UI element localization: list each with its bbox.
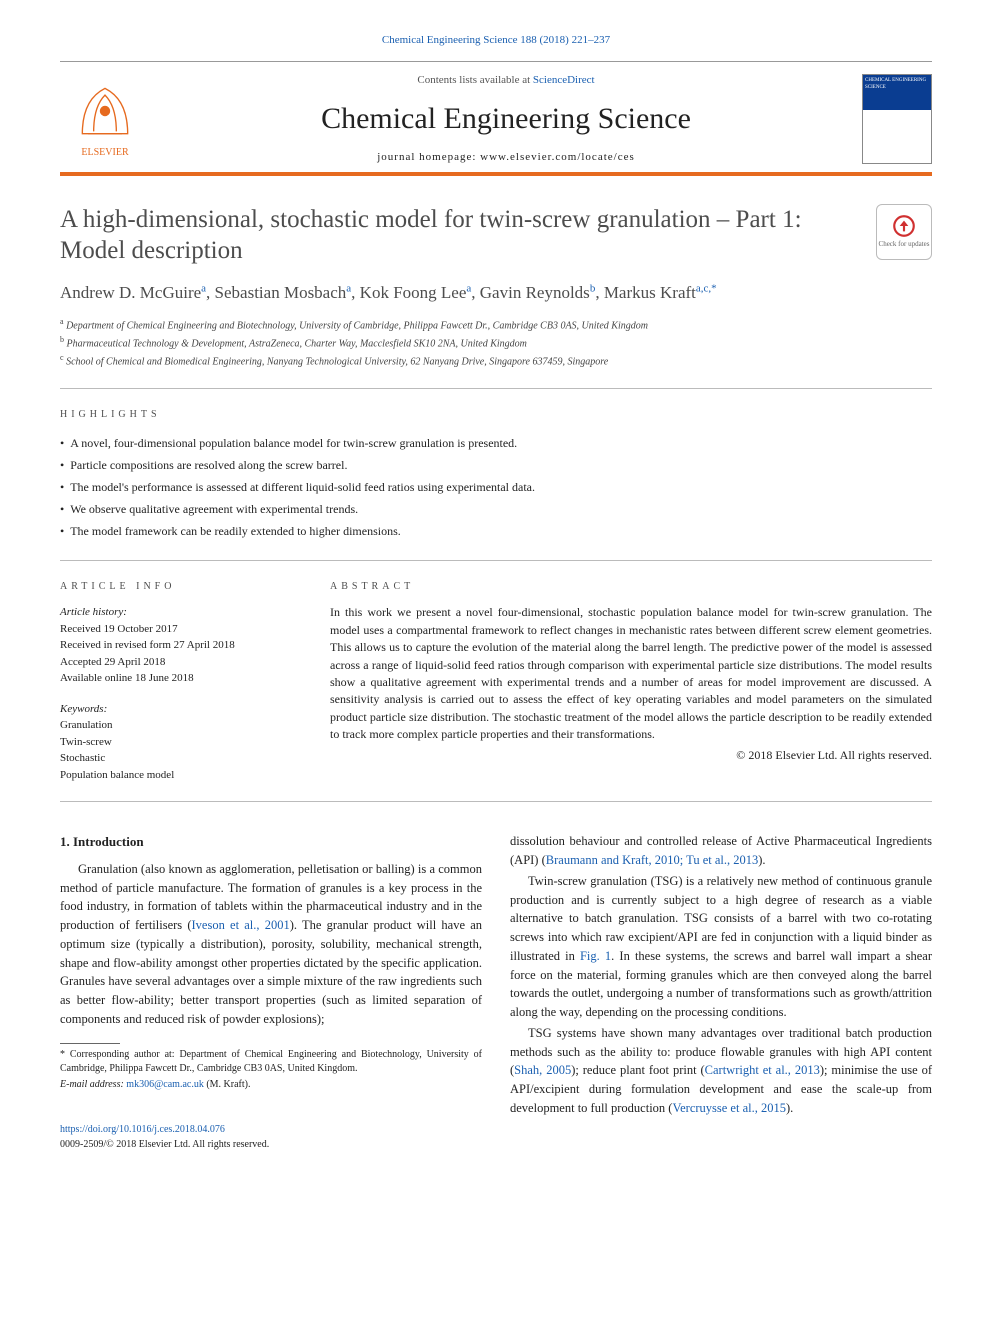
citation-link[interactable]: Vercruysse et al., 2015	[672, 1101, 786, 1115]
article-info-label: ARTICLE INFO	[60, 579, 300, 594]
email-footnote: E-mail address: mk306@cam.ac.uk (M. Kraf…	[60, 1078, 482, 1092]
journal-cover-thumbnail: CHEMICAL ENGINEERING SCIENCE	[862, 74, 932, 164]
abstract-text: In this work we present a novel four-dim…	[330, 604, 932, 743]
email-link[interactable]: mk306@cam.ac.uk	[126, 1079, 204, 1090]
history-label: Article history:	[60, 604, 300, 621]
journal-header: ELSEVIER Contents lists available at Sci…	[60, 61, 932, 166]
abstract-block: ABSTRACT In this work we present a novel…	[330, 579, 932, 783]
divider	[60, 560, 932, 561]
citation-link[interactable]: Cartwright et al., 2013	[705, 1063, 820, 1077]
author: Sebastian Mosbacha	[215, 283, 352, 302]
highlight-item: Particle compositions are resolved along…	[60, 454, 932, 476]
abstract-label: ABSTRACT	[330, 579, 932, 594]
author: Kok Foong Leea	[360, 283, 472, 302]
history-line: Accepted 29 April 2018	[60, 654, 300, 671]
highlight-item: The model framework can be readily exten…	[60, 520, 932, 542]
contents-line: Contents lists available at ScienceDirec…	[150, 72, 862, 89]
history-line: Available online 18 June 2018	[60, 670, 300, 687]
affiliation: c School of Chemical and Biomedical Engi…	[60, 352, 932, 370]
keyword: Twin-screw	[60, 734, 300, 751]
history-line: Received 19 October 2017	[60, 621, 300, 638]
check-updates-icon	[891, 213, 917, 239]
author: Andrew D. McGuirea	[60, 283, 206, 302]
homepage-url[interactable]: www.elsevier.com/locate/ces	[480, 151, 635, 163]
doi-link[interactable]: https://doi.org/10.1016/j.ces.2018.04.07…	[60, 1122, 482, 1137]
highlight-item: We observe qualitative agreement with ex…	[60, 498, 932, 520]
body-columns: 1. Introduction Granulation (also known …	[60, 832, 932, 1151]
author: Gavin Reynoldsb	[480, 283, 596, 302]
highlights-section: HIGHLIGHTS A novel, four-dimensional pop…	[60, 407, 932, 542]
intro-heading: 1. Introduction	[60, 832, 482, 852]
divider	[60, 801, 932, 802]
body-paragraph: TSG systems have shown many advantages o…	[510, 1024, 932, 1118]
authors-line: Andrew D. McGuirea, Sebastian Mosbacha, …	[60, 280, 932, 306]
orange-divider	[60, 172, 932, 176]
keyword: Stochastic	[60, 750, 300, 767]
keyword: Population balance model	[60, 767, 300, 784]
keyword: Granulation	[60, 717, 300, 734]
author: Markus Krafta,c,*	[604, 283, 717, 302]
highlight-item: A novel, four-dimensional population bal…	[60, 432, 932, 454]
citation-link[interactable]: Shah, 2005	[514, 1063, 571, 1077]
publisher-name: ELSEVIER	[81, 145, 128, 160]
body-paragraph: dissolution behaviour and controlled rel…	[510, 832, 932, 870]
keywords-label: Keywords:	[60, 701, 300, 718]
journal-homepage: journal homepage: www.elsevier.com/locat…	[150, 149, 862, 166]
abstract-copyright: © 2018 Elsevier Ltd. All rights reserved…	[330, 746, 932, 764]
journal-name: Chemical Engineering Science	[150, 96, 862, 141]
affiliations: a Department of Chemical Engineering and…	[60, 316, 932, 371]
article-info-block: ARTICLE INFO Article history: Received 1…	[60, 579, 300, 783]
history-line: Received in revised form 27 April 2018	[60, 637, 300, 654]
citation-link[interactable]: Iveson et al., 2001	[192, 918, 290, 932]
body-paragraph: Granulation (also known as agglomeration…	[60, 860, 482, 1029]
highlights-label: HIGHLIGHTS	[60, 407, 932, 422]
body-paragraph: Twin-screw granulation (TSG) is a relati…	[510, 872, 932, 1022]
footnote-divider	[60, 1043, 120, 1044]
highlight-item: The model's performance is assessed at d…	[60, 476, 932, 498]
issn-copyright: 0009-2509/© 2018 Elsevier Ltd. All right…	[60, 1137, 482, 1152]
divider	[60, 388, 932, 389]
check-updates-badge[interactable]: Check for updates	[876, 204, 932, 260]
corresponding-footnote: * Corresponding author at: Department of…	[60, 1048, 482, 1076]
elsevier-logo: ELSEVIER	[60, 74, 150, 164]
top-citation: Chemical Engineering Science 188 (2018) …	[60, 32, 932, 49]
affiliation: b Pharmaceutical Technology & Developmen…	[60, 334, 932, 352]
sciencedirect-link[interactable]: ScienceDirect	[533, 74, 595, 86]
affiliation: a Department of Chemical Engineering and…	[60, 316, 932, 334]
figure-link[interactable]: Fig. 1	[580, 949, 611, 963]
article-title: A high-dimensional, stochastic model for…	[60, 204, 876, 267]
citation-link[interactable]: Braumann and Kraft, 2010; Tu et al., 201…	[546, 853, 758, 867]
